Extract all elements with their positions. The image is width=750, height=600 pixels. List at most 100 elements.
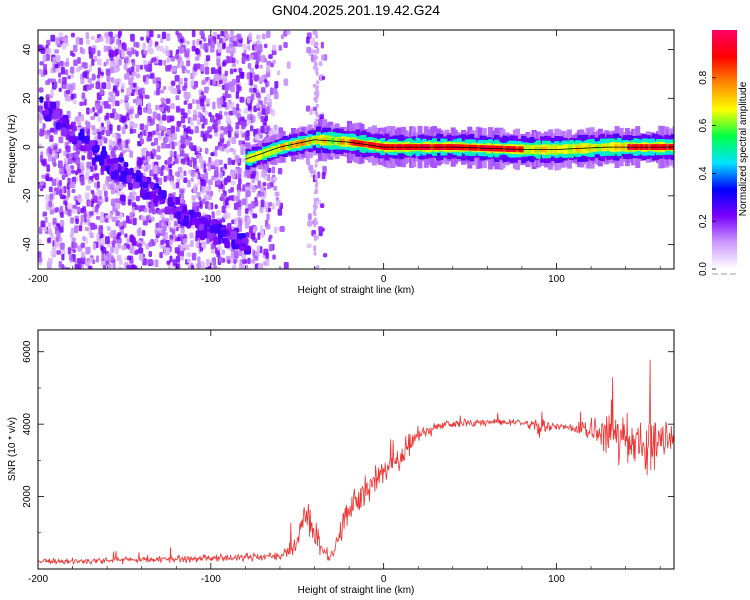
spectrogram-cell (175, 226, 179, 232)
spectrogram-cell (85, 144, 92, 152)
spectrogram-cell (115, 38, 120, 46)
spectrogram-cell (163, 175, 168, 182)
snr-x-axis-label: Height of straight line (km) (298, 585, 415, 596)
spectrogram-cell (141, 241, 146, 246)
spectrogram-cell (138, 247, 144, 254)
spectrogram-cell (196, 145, 201, 152)
spectrogram-cell (99, 87, 104, 96)
spectrogram-cell (273, 185, 278, 191)
spectrogram-cell (204, 147, 209, 154)
spectrogram-cell (305, 105, 311, 112)
spectrogram-cell (132, 82, 136, 88)
spectrogram-cell (49, 148, 53, 155)
spectrogram-cell (218, 145, 223, 151)
spectrogram-cell (314, 42, 318, 47)
spectrogram-cell (212, 78, 216, 86)
spectrogram-cell (265, 125, 271, 131)
spectrogram-cell (277, 208, 283, 216)
spectrogram-cell (108, 139, 113, 146)
spectrogram-cell (315, 111, 319, 116)
spectrogram-cell (314, 200, 318, 205)
spectrogram-cell (68, 135, 75, 143)
spectrogram-cell (73, 44, 78, 53)
spectrogram-cell (173, 141, 178, 147)
spectrogram-cell (89, 232, 94, 239)
spectrogram-cell (255, 103, 261, 109)
spectrogram-cell (176, 120, 182, 127)
spectrogram-cell (217, 45, 223, 53)
spectrogram-cell (260, 199, 265, 208)
spectrogram-cell (81, 155, 86, 161)
spectrogram-cell (272, 254, 276, 260)
spectrogram-cell (215, 113, 220, 121)
spectrogram-cell (174, 171, 180, 177)
spectrogram-cell (77, 57, 81, 64)
spectrogram-cell (102, 184, 107, 191)
spectrogram-cell (147, 156, 151, 162)
spectrogram-cell (273, 124, 278, 131)
spectrogram-cell (170, 103, 175, 110)
spectrogram-x-tick-label: 100 (548, 274, 565, 285)
spectrogram-cell (182, 158, 186, 164)
spectrogram-cell (114, 100, 120, 107)
spectrogram-cell (278, 45, 282, 51)
spectrogram-cell (205, 238, 210, 245)
spectrogram-cell (88, 109, 94, 114)
spectrogram-cell (166, 33, 171, 42)
spectrogram-cell (127, 195, 133, 201)
spectrogram-cell (183, 177, 188, 183)
spectrogram-cell (251, 258, 256, 264)
spectrogram-cell (248, 32, 253, 41)
spectrogram-y-tick-label: 40 (22, 44, 33, 56)
spectrogram-cell (148, 250, 153, 257)
spectrogram-cell (131, 128, 137, 134)
spectrogram-cell (87, 77, 92, 84)
spectrogram-cell (82, 71, 88, 78)
spectrogram-cell (115, 90, 120, 97)
spectrogram-cell (191, 45, 196, 52)
spectrogram-cell (286, 61, 291, 69)
spectrogram-cell (245, 267, 249, 269)
spectrogram-cell (128, 113, 134, 120)
spectrogram-cell (208, 112, 212, 117)
spectrogram-cell (147, 259, 152, 265)
spectrogram-cell (173, 151, 177, 159)
spectrogram-cell (114, 198, 119, 204)
spectrogram-cell (48, 200, 52, 208)
spectrogram-cell (53, 130, 58, 135)
spectrogram-cell (202, 104, 206, 113)
spectrogram-plot-area (38, 30, 674, 269)
spectrogram-cell (228, 195, 234, 201)
spectrogram-cell (206, 162, 212, 167)
spectrogram-cell (185, 48, 190, 53)
spectrogram-cell (135, 173, 142, 182)
spectrogram-cell (54, 81, 58, 89)
spectrogram-cell (266, 64, 270, 73)
spectrogram-cell (216, 34, 221, 40)
spectrogram-cell (152, 111, 157, 120)
spectrogram-cell (101, 247, 107, 254)
spectrogram-cell (111, 240, 116, 245)
spectrogram-cell (78, 198, 83, 203)
spectrogram-cell (142, 229, 146, 237)
spectrogram-cell (314, 63, 318, 68)
spectrogram-cell (48, 186, 53, 193)
spectrogram-cell (76, 168, 82, 174)
spectrogram-cell (244, 136, 250, 141)
spectrogram-cell (74, 225, 79, 234)
spectrogram-cell (175, 182, 180, 189)
spectrogram-cell (247, 45, 251, 51)
spectrogram-cell (161, 165, 165, 170)
spectrogram-cell (117, 221, 123, 228)
spectrogram-cell (169, 150, 173, 156)
spectrogram-cell (109, 36, 115, 44)
spectrogram-cell (150, 141, 155, 147)
spectrogram-cell (137, 98, 142, 107)
spectrogram-cell (213, 236, 219, 245)
spectrogram-cell (186, 60, 191, 67)
spectrogram-cell (238, 67, 243, 73)
spectrogram-cell (239, 245, 245, 251)
spectrogram-cell (254, 200, 259, 207)
spectrogram-cell (115, 211, 120, 217)
spectrogram-cell (58, 78, 62, 84)
